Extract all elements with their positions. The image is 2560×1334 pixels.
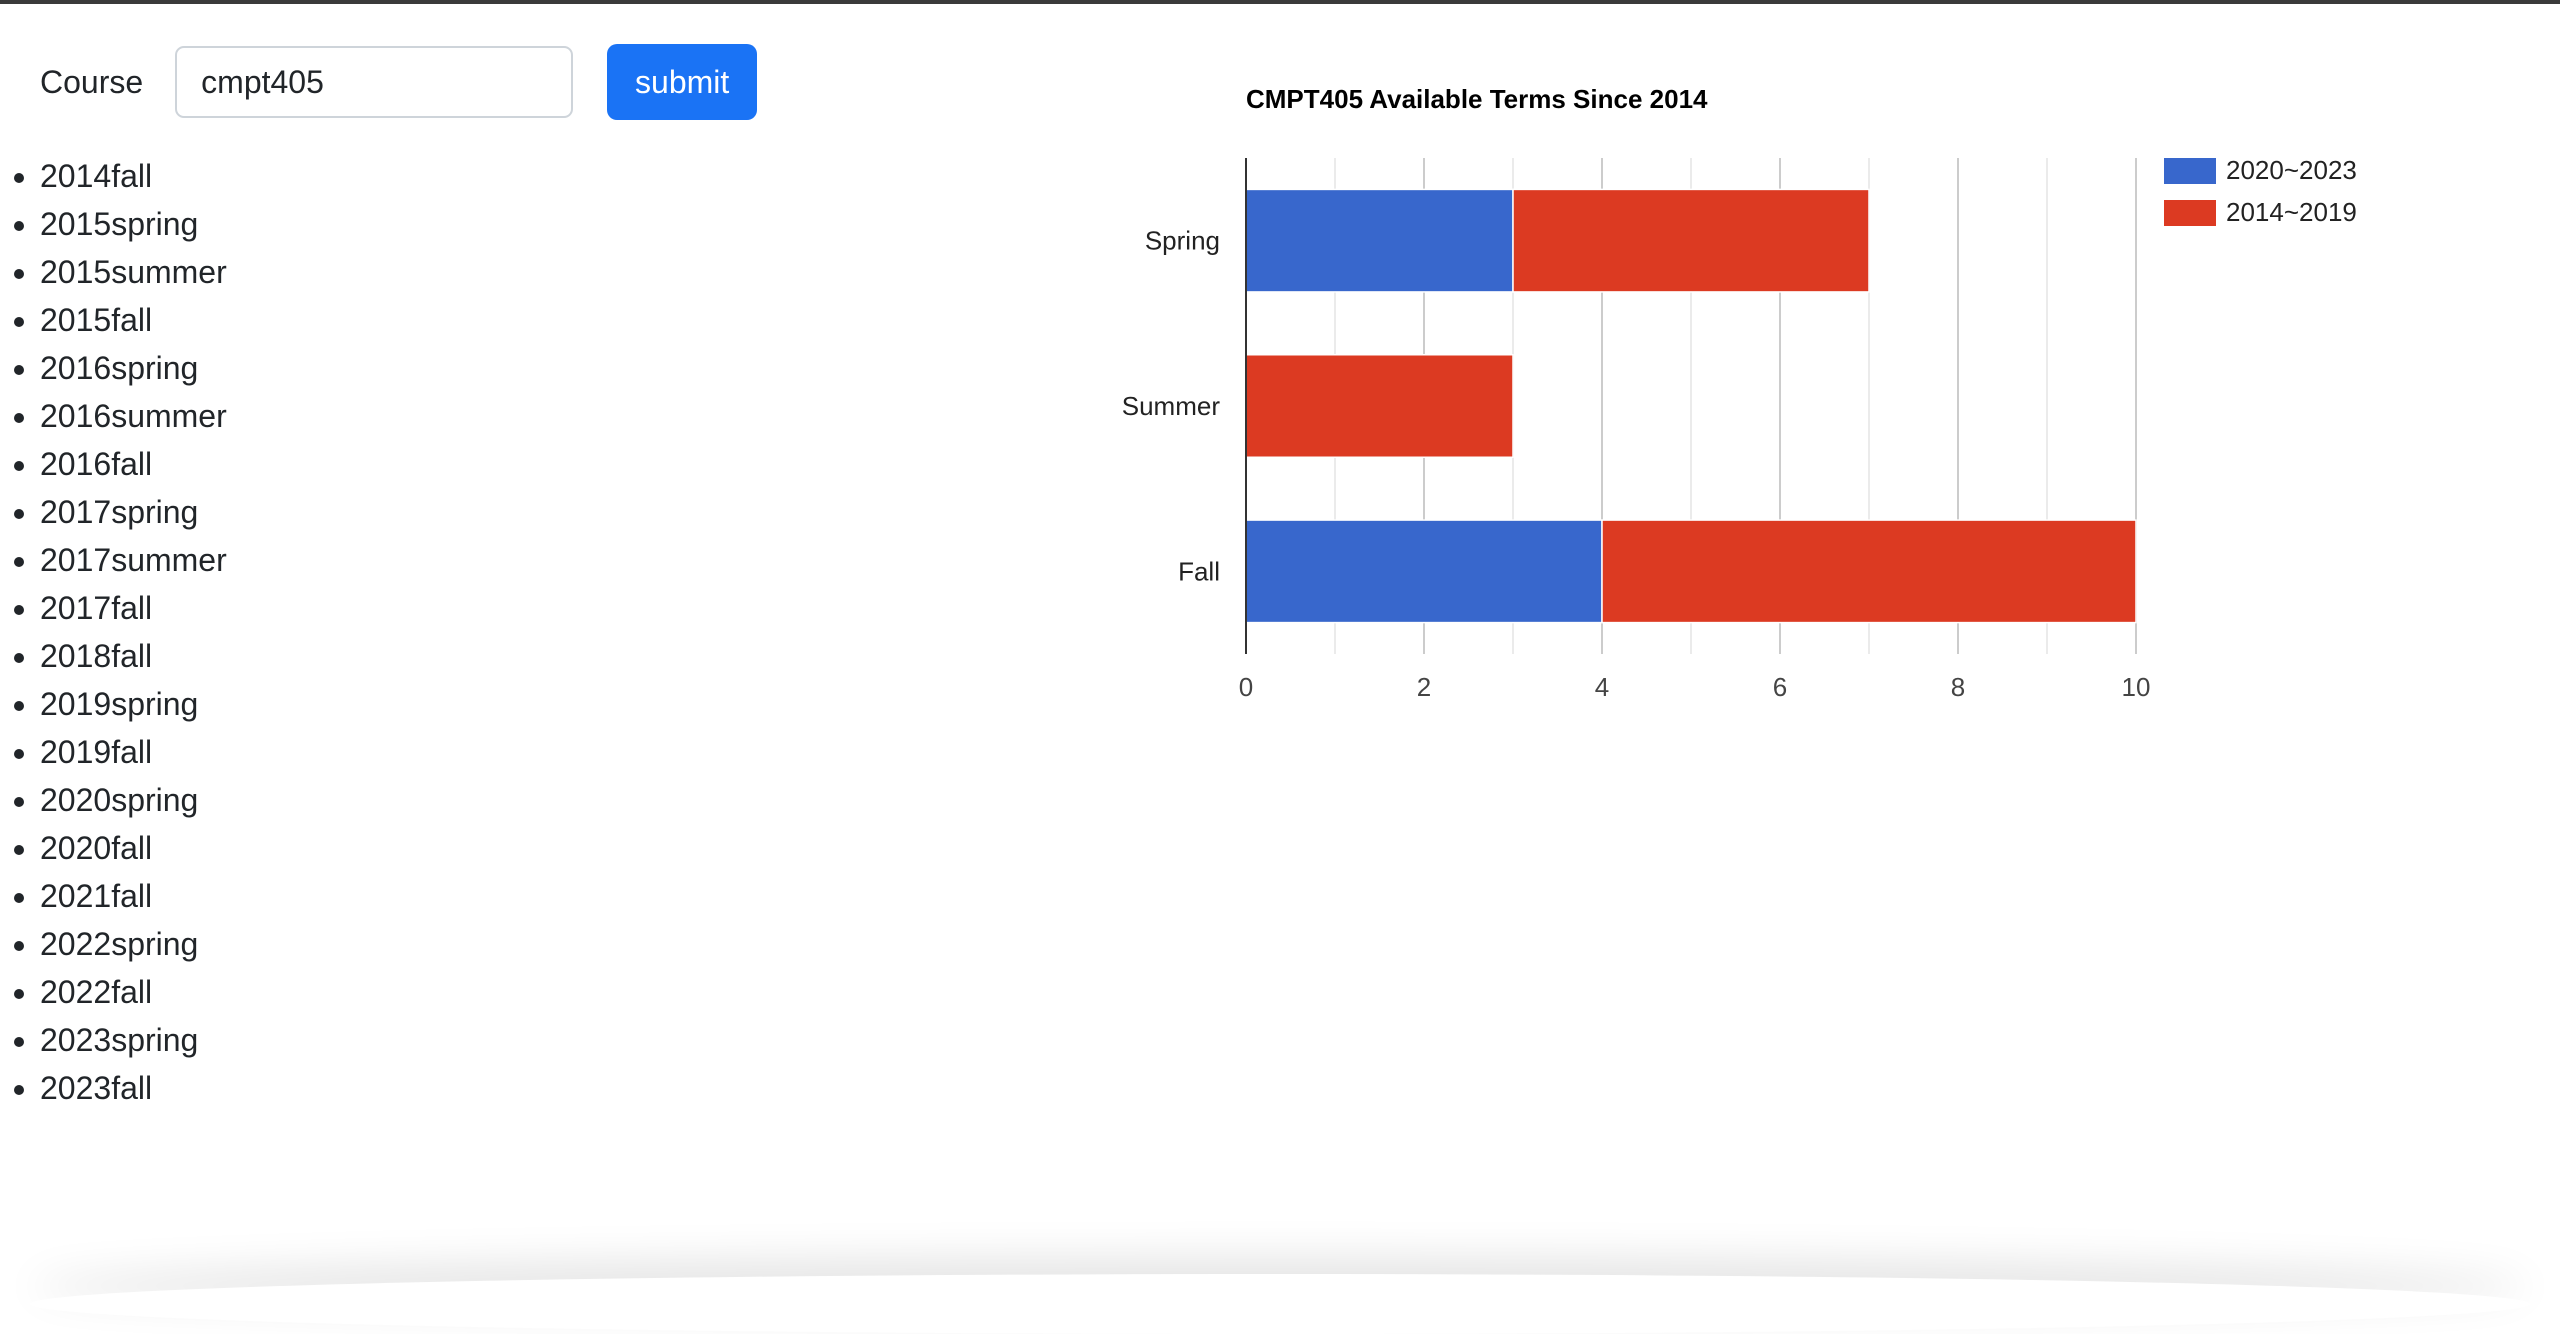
term-list-item: 2021fall bbox=[40, 872, 227, 920]
term-list-item: 2022spring bbox=[40, 920, 227, 968]
term-list-item: 2022fall bbox=[40, 968, 227, 1016]
window-top-border bbox=[0, 0, 2560, 4]
bar-fall-series-0 bbox=[1245, 519, 1603, 624]
bar-spring-series-0 bbox=[1245, 188, 1514, 293]
x-tick-label: 10 bbox=[2122, 672, 2151, 702]
x-tick-label: 8 bbox=[1951, 672, 1965, 702]
term-list-item: 2017summer bbox=[40, 536, 227, 584]
term-list-item: 2023spring bbox=[40, 1016, 227, 1064]
legend-swatch bbox=[2164, 158, 2216, 184]
x-tick-label: 0 bbox=[1239, 672, 1253, 702]
legend-label: 2020~2023 bbox=[2226, 155, 2357, 185]
term-list-item: 2016spring bbox=[40, 344, 227, 392]
course-input[interactable] bbox=[175, 46, 574, 118]
term-list-item: 2020fall bbox=[40, 824, 227, 872]
term-list-item: 2023fall bbox=[40, 1064, 227, 1112]
category-label: Summer bbox=[1122, 391, 1221, 421]
x-tick-label: 4 bbox=[1595, 672, 1609, 702]
category-label: Fall bbox=[1178, 556, 1220, 586]
term-list-item: 2019fall bbox=[40, 728, 227, 776]
term-list-item: 2020spring bbox=[40, 776, 227, 824]
term-list-item: 2015summer bbox=[40, 248, 227, 296]
term-list-item: 2015spring bbox=[40, 200, 227, 248]
term-list-item: 2018fall bbox=[40, 632, 227, 680]
bar-spring-series-1 bbox=[1512, 188, 1870, 293]
course-label: Course bbox=[40, 63, 144, 100]
x-tick-label: 2 bbox=[1417, 672, 1431, 702]
term-list-item: 2015fall bbox=[40, 296, 227, 344]
bar-fall-series-1 bbox=[1601, 519, 2137, 624]
chart-title: CMPT405 Available Terms Since 2014 bbox=[1246, 84, 1708, 114]
page-bottom-shadow bbox=[30, 1274, 2530, 1334]
term-list-item: 2017spring bbox=[40, 488, 227, 536]
legend-swatch bbox=[2164, 200, 2216, 226]
chart-container: CMPT405 Available Terms Since 2014 Spring… bbox=[1100, 70, 2400, 730]
submit-button[interactable]: submit bbox=[607, 44, 758, 120]
term-list-item: 2016fall bbox=[40, 440, 227, 488]
stacked-bar-chart: CMPT405 Available Terms Since 2014 Spring… bbox=[1122, 84, 2357, 702]
term-list-item: 2017fall bbox=[40, 584, 227, 632]
category-label: Spring bbox=[1145, 226, 1220, 256]
legend-label: 2014~2019 bbox=[2226, 197, 2357, 227]
term-list-item: 2014fall bbox=[40, 152, 227, 200]
course-form: Course submit bbox=[40, 44, 758, 120]
term-list-item: 2019spring bbox=[40, 680, 227, 728]
bar-summer-series-1 bbox=[1245, 353, 1514, 459]
term-list-item: 2016summer bbox=[40, 392, 227, 440]
x-tick-label: 6 bbox=[1773, 672, 1787, 702]
term-list: 2014fall2015spring2015summer2015fall2016… bbox=[0, 152, 227, 1112]
